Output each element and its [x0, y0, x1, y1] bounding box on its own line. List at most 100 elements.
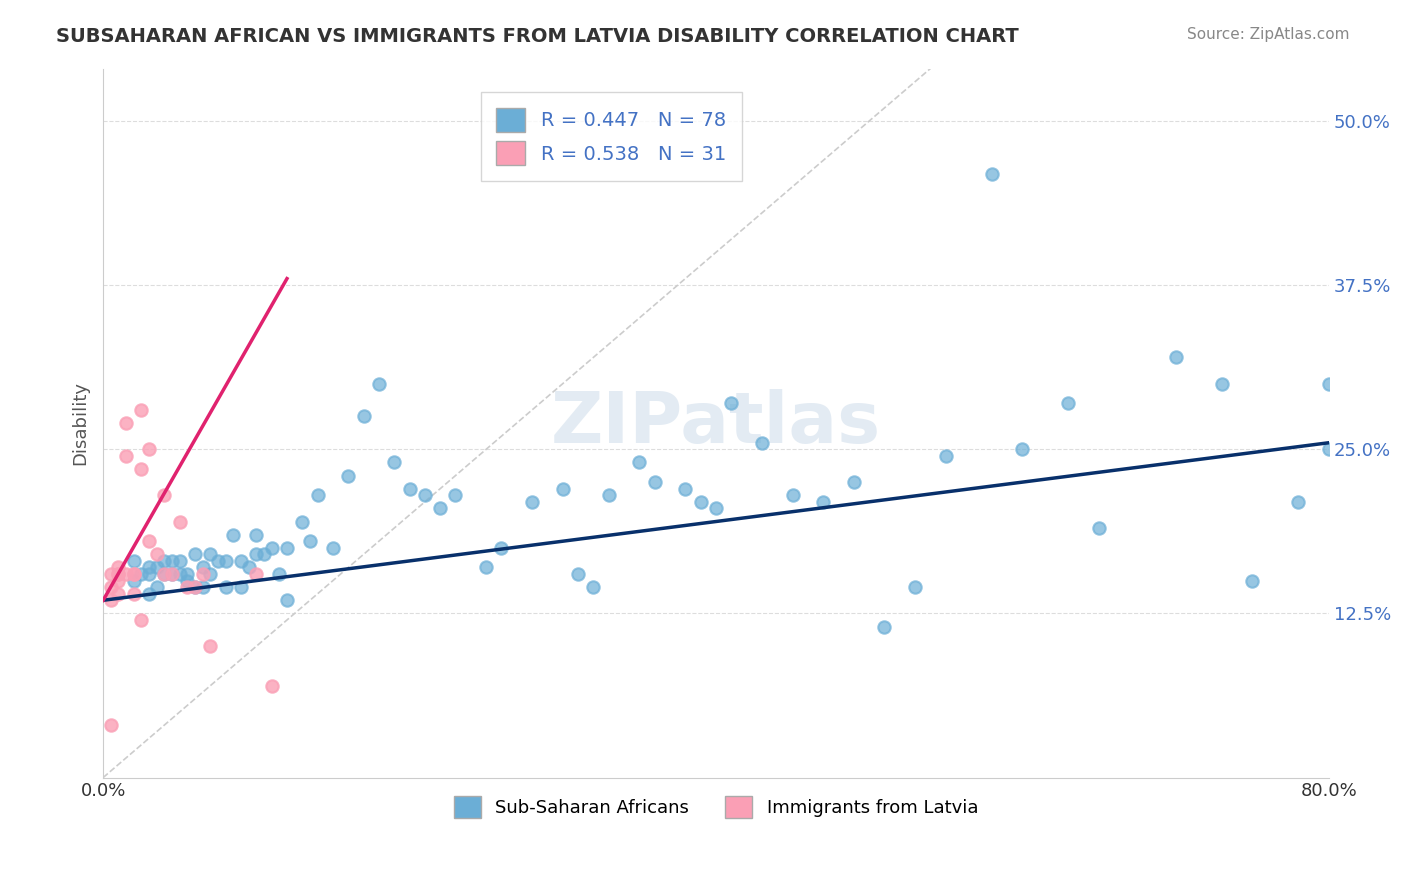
Point	[131, 403, 153, 417]
Point	[1057, 396, 1080, 410]
Point	[1317, 376, 1340, 391]
Point	[229, 554, 252, 568]
Point	[245, 567, 267, 582]
Point	[100, 593, 122, 607]
Point	[904, 580, 927, 594]
Point	[245, 547, 267, 561]
Point	[131, 462, 153, 476]
Point	[176, 567, 198, 582]
Point	[353, 409, 375, 424]
Point	[567, 567, 589, 582]
Point	[382, 455, 405, 469]
Point	[673, 482, 696, 496]
Point	[122, 574, 145, 588]
Point	[100, 718, 122, 732]
Point	[191, 567, 214, 582]
Point	[307, 488, 329, 502]
Point	[169, 567, 191, 582]
Point	[337, 468, 360, 483]
Point	[184, 547, 207, 561]
Point	[551, 482, 574, 496]
Point	[475, 560, 498, 574]
Point	[107, 587, 129, 601]
Point	[582, 580, 605, 594]
Point	[200, 567, 222, 582]
Text: SUBSAHARAN AFRICAN VS IMMIGRANTS FROM LATVIA DISABILITY CORRELATION CHART: SUBSAHARAN AFRICAN VS IMMIGRANTS FROM LA…	[56, 27, 1019, 45]
Point	[107, 574, 129, 588]
Point	[873, 619, 896, 633]
Point	[644, 475, 666, 490]
Point	[138, 567, 160, 582]
Point	[169, 554, 191, 568]
Point	[413, 488, 436, 502]
Point	[207, 554, 229, 568]
Point	[131, 613, 153, 627]
Y-axis label: Disability: Disability	[72, 381, 89, 465]
Point	[253, 547, 276, 561]
Point	[260, 679, 283, 693]
Point	[100, 580, 122, 594]
Point	[115, 416, 138, 430]
Point	[238, 560, 260, 574]
Text: Source: ZipAtlas.com: Source: ZipAtlas.com	[1187, 27, 1350, 42]
Point	[115, 567, 138, 582]
Point	[122, 587, 145, 601]
Point	[200, 640, 222, 654]
Point	[145, 580, 167, 594]
Point	[367, 376, 389, 391]
Point	[184, 580, 207, 594]
Point	[122, 554, 145, 568]
Point	[160, 554, 183, 568]
Point	[811, 495, 834, 509]
Point	[444, 488, 467, 502]
Point	[145, 547, 167, 561]
Point	[520, 495, 543, 509]
Point	[184, 580, 207, 594]
Point	[322, 541, 344, 555]
Point	[169, 515, 191, 529]
Point	[138, 587, 160, 601]
Point	[276, 541, 298, 555]
Point	[191, 580, 214, 594]
Point	[1211, 376, 1233, 391]
Point	[782, 488, 804, 502]
Point	[153, 488, 176, 502]
Point	[751, 435, 773, 450]
Point	[122, 567, 145, 582]
Point	[291, 515, 314, 529]
Point	[222, 527, 245, 541]
Point	[689, 495, 711, 509]
Point	[245, 527, 267, 541]
Point	[160, 567, 183, 582]
Point	[153, 567, 176, 582]
Point	[260, 541, 283, 555]
Point	[145, 560, 167, 574]
Point	[298, 534, 321, 549]
Point	[107, 567, 129, 582]
Point	[107, 567, 129, 582]
Point	[131, 567, 153, 582]
Point	[191, 560, 214, 574]
Point	[160, 567, 183, 582]
Text: ZIPatlas: ZIPatlas	[551, 389, 882, 458]
Point	[138, 560, 160, 574]
Point	[720, 396, 742, 410]
Point	[269, 567, 291, 582]
Point	[1088, 521, 1111, 535]
Point	[138, 534, 160, 549]
Point	[598, 488, 620, 502]
Point	[1241, 574, 1264, 588]
Point	[1317, 442, 1340, 457]
Point	[176, 580, 198, 594]
Point	[491, 541, 513, 555]
Point	[980, 167, 1002, 181]
Point	[153, 554, 176, 568]
Point	[215, 580, 238, 594]
Point	[176, 574, 198, 588]
Point	[429, 501, 451, 516]
Point	[100, 567, 122, 582]
Point	[122, 567, 145, 582]
Point	[153, 567, 176, 582]
Point	[842, 475, 865, 490]
Point	[229, 580, 252, 594]
